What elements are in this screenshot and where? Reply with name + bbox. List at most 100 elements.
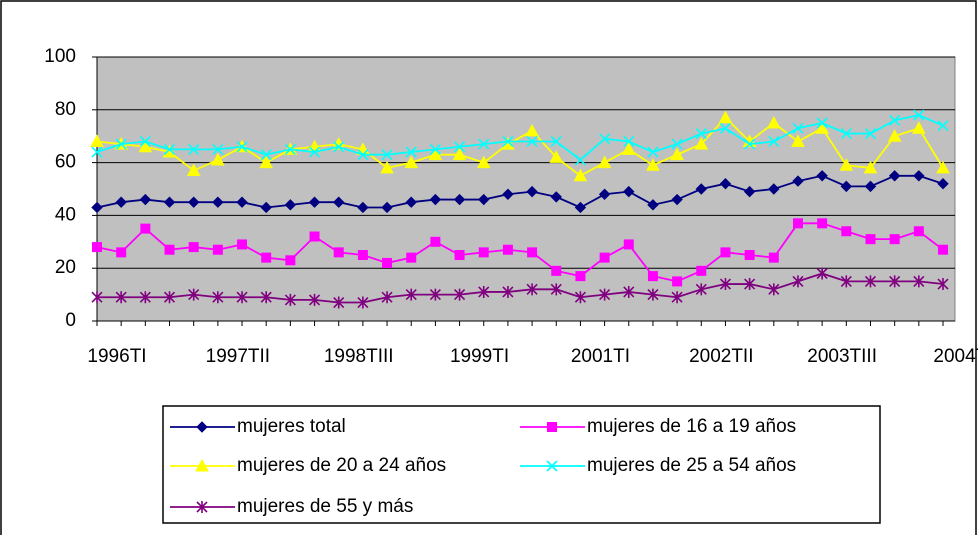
legend-marker: [547, 422, 557, 432]
data-point: [598, 188, 611, 200]
data-point: [549, 150, 564, 163]
data-point: [429, 193, 442, 206]
data-point: [672, 276, 683, 287]
data-point: [188, 242, 199, 253]
data-point: [865, 234, 876, 245]
data-point: [526, 185, 538, 198]
data-point: [452, 147, 467, 161]
data-point: [744, 278, 756, 291]
data-point: [115, 138, 127, 150]
data-point: [574, 201, 587, 214]
data-point: [623, 185, 635, 198]
data-point: [839, 158, 854, 171]
legend-label: mujeres total: [237, 416, 346, 437]
legend-label: mujeres de 55 y más: [237, 496, 413, 517]
data-point: [405, 288, 417, 301]
data-point: [792, 122, 804, 134]
data-point: [333, 296, 345, 309]
data-point: [454, 288, 466, 301]
data-point: [647, 146, 659, 158]
data-point: [91, 291, 103, 304]
y-tick-label: 100: [44, 46, 76, 67]
data-point: [574, 291, 586, 304]
data-point: [816, 117, 828, 129]
data-point: [478, 247, 489, 258]
series-line: [97, 272, 944, 304]
data-point: [502, 285, 514, 298]
data-point: [260, 149, 272, 161]
data-point: [357, 149, 369, 161]
data-point: [768, 252, 779, 263]
data-point: [237, 239, 248, 250]
data-point: [115, 291, 127, 304]
data-point: [405, 196, 417, 208]
data-point: [429, 143, 441, 155]
data-point: [889, 275, 901, 288]
data-point: [719, 122, 732, 134]
data-point: [913, 275, 925, 288]
data-point: [719, 178, 732, 190]
data-point: [768, 183, 780, 195]
data-point: [840, 127, 852, 140]
data-point: [430, 236, 441, 247]
data-point: [815, 121, 829, 134]
data-point: [357, 296, 369, 309]
data-point: [333, 247, 344, 258]
data-point: [284, 293, 296, 306]
data-point: [792, 218, 803, 229]
data-point: [623, 135, 635, 148]
data-point: [744, 250, 755, 260]
data-point: [840, 275, 852, 288]
data-point: [599, 288, 611, 301]
data-point: [671, 291, 683, 304]
data-point: [429, 288, 441, 301]
data-point: [889, 234, 900, 245]
data-point: [816, 170, 828, 182]
data-point: [743, 185, 756, 198]
data-point: [913, 170, 925, 182]
data-point: [792, 275, 804, 288]
data-point: [406, 252, 417, 263]
data-point: [163, 143, 176, 155]
data-point: [186, 163, 201, 177]
y-tick-label: 60: [55, 152, 76, 173]
data-point: [937, 178, 949, 190]
data-point: [188, 288, 200, 301]
data-point: [212, 244, 223, 255]
data-point: [550, 191, 562, 203]
data-point: [381, 149, 393, 161]
data-point: [768, 283, 780, 296]
data-point: [671, 138, 683, 150]
data-point: [550, 135, 562, 148]
data-point: [937, 120, 949, 132]
data-point: [695, 283, 707, 296]
data-point: [261, 252, 272, 263]
data-point: [936, 160, 950, 174]
data-point: [139, 135, 151, 148]
x-tick-label: 1996TI: [87, 346, 146, 367]
data-point: [816, 267, 828, 280]
data-point: [720, 247, 731, 258]
data-point: [938, 244, 948, 255]
data-point: [259, 155, 274, 169]
data-point: [188, 143, 200, 155]
data-point: [116, 247, 127, 258]
data-point: [478, 193, 490, 206]
data-point: [525, 123, 539, 137]
data-point: [574, 154, 586, 166]
data-point: [284, 143, 296, 155]
data-point: [404, 155, 419, 169]
data-point: [502, 244, 513, 255]
data-point: [236, 141, 248, 153]
x-tick-label: 2003TIII: [807, 346, 877, 367]
legend-label: mujeres de 25 a 54 años: [587, 455, 796, 476]
data-point: [573, 168, 588, 182]
data-point: [526, 283, 538, 296]
data-point: [647, 271, 658, 282]
data-point: [718, 110, 733, 124]
data-point: [115, 196, 127, 208]
data-point: [864, 275, 877, 288]
data-point: [308, 146, 321, 158]
data-point: [478, 138, 490, 150]
data-point: [164, 244, 175, 255]
